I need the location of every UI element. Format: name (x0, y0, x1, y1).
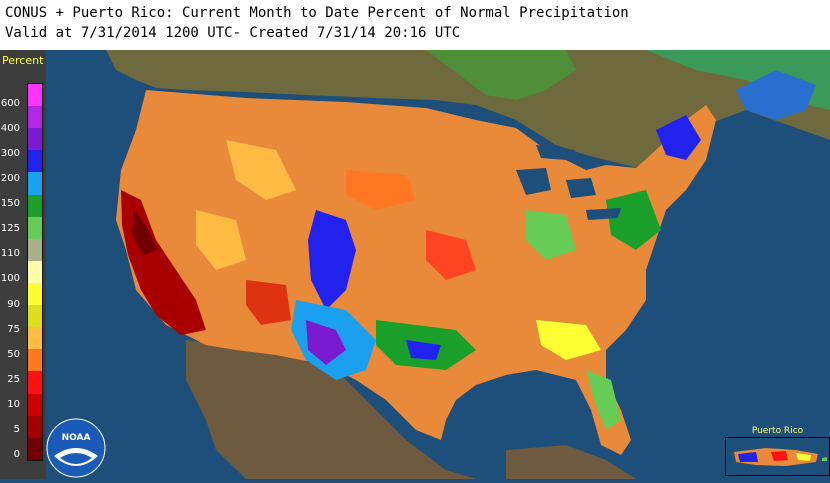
noaa-logo-graphic: NOAA (46, 418, 106, 478)
legend-swatch (28, 172, 42, 195)
legend-label: 50 (7, 348, 20, 360)
colorado-wet-region (308, 210, 356, 310)
puerto-rico-inset: Puerto Rico (725, 426, 830, 476)
lake-superior (536, 145, 576, 160)
california-driest-region (132, 210, 158, 255)
plains-dry-region (346, 170, 416, 210)
southeast-yellow (536, 320, 601, 360)
oklahoma-blue (406, 340, 441, 360)
nevada-region (196, 210, 246, 270)
kansas-dry (426, 230, 476, 280)
legend-label: 5 (13, 423, 20, 435)
map-title: CONUS + Puerto Rico: Current Month to Da… (5, 5, 629, 21)
legend-label: 110 (0, 248, 20, 260)
idaho-region (226, 140, 296, 200)
canada-green (426, 50, 576, 100)
puerto-rico-map (734, 448, 827, 466)
legend-color-bar (27, 83, 43, 461)
lake-erie (586, 208, 621, 220)
legend-swatch (28, 128, 42, 151)
legend-label: 90 (7, 298, 20, 310)
canada-east-blue (736, 70, 816, 120)
lake-michigan (516, 168, 551, 195)
legend: Percent 600 400 300 200 150 125 110 100 90 75 50 25… (0, 50, 46, 479)
florida-green (586, 370, 621, 430)
legend-swatch (28, 194, 42, 217)
canada-land (106, 50, 830, 170)
legend-swatch (28, 327, 42, 350)
legend-title: Percent (2, 54, 44, 67)
legend-swatch (28, 437, 42, 460)
legend-swatch (28, 216, 42, 239)
maine-blue (656, 115, 701, 160)
legend-label: 75 (7, 323, 20, 335)
mexico-land (186, 340, 476, 479)
legend-swatch (28, 238, 42, 261)
map-canvas (46, 50, 830, 479)
valid-time: Valid at 7/31/2014 1200 UTC- Created 7/3… (5, 25, 461, 41)
puerto-rico-inset-title: Puerto Rico (751, 426, 804, 436)
yucatan-land (506, 445, 636, 479)
midwest-green (526, 210, 576, 260)
legend-label: 150 (0, 198, 20, 210)
legend-swatch (28, 150, 42, 173)
legend-swatch (28, 371, 42, 394)
arizona-dry (246, 280, 291, 325)
legend-label: 125 (0, 223, 20, 235)
legend-swatch (28, 282, 42, 306)
legend-label: 25 (7, 373, 20, 385)
new-mexico-very-wet (306, 320, 346, 365)
noaa-logo-text: NOAA (62, 433, 91, 443)
legend-label: 300 (0, 148, 20, 160)
legend-label: 10 (7, 398, 20, 410)
legend-labels: 600 400 300 200 150 125 110 100 90 75 50 25 10 5 0 (0, 83, 24, 460)
legend-label: 0 (13, 448, 20, 460)
legend-label: 200 (0, 173, 20, 185)
northeast-green (606, 190, 661, 250)
legend-swatch (28, 260, 42, 283)
lake-huron (566, 178, 596, 198)
legend-label: 100 (0, 273, 20, 285)
legend-label: 600 (0, 98, 20, 109)
noaa-logo: NOAA (46, 418, 106, 478)
legend-swatch (28, 106, 42, 129)
map-header: CONUS + Puerto Rico: Current Month to Da… (0, 0, 830, 50)
legend-swatch (28, 84, 42, 107)
legend-swatch (28, 415, 42, 438)
legend-swatch (28, 349, 42, 372)
legend-swatch (28, 305, 42, 328)
legend-swatch (28, 393, 42, 416)
legend-label: 400 (0, 123, 20, 135)
precipitation-map (46, 50, 830, 479)
